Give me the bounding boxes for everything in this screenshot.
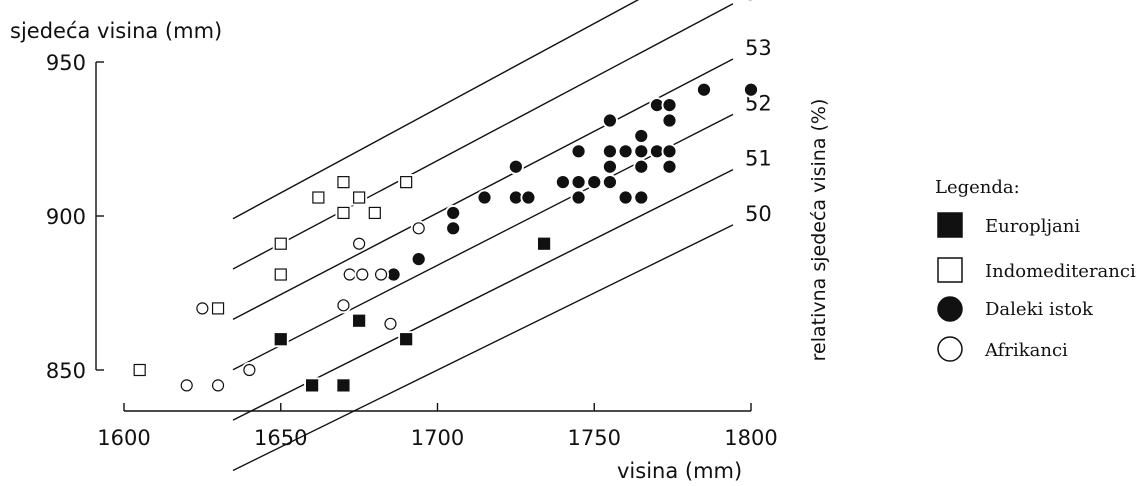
point-daleki-istok — [635, 145, 648, 158]
point-afrikanci — [353, 237, 366, 250]
y-tick-label: 950 — [46, 51, 86, 75]
point-afrikanci — [337, 299, 350, 312]
point-daleki-istok — [412, 253, 425, 266]
legend: Legenda: Europljani Indomediteranci Dale… — [935, 177, 1136, 362]
legend-swatch-afrikanci — [937, 336, 963, 362]
point-europljani — [353, 314, 366, 327]
point-daleki-istok — [744, 83, 758, 96]
point-daleki-istok — [588, 176, 601, 189]
point-daleki-istok — [663, 145, 676, 158]
legend-title: Legenda: — [935, 177, 1020, 198]
point-daleki-istok — [619, 191, 632, 204]
point-indomediteranci — [274, 237, 287, 250]
point-indomediteranci — [368, 206, 381, 220]
x-tick-label: 1600 — [97, 426, 150, 450]
point-daleki-istok — [650, 145, 664, 158]
legend-swatch-europljani — [937, 212, 963, 238]
point-afrikanci — [196, 302, 209, 315]
x-tick-label: 1750 — [568, 426, 621, 450]
point-daleki-istok — [603, 160, 617, 173]
legend-label-indomediteranci: Indomediteranci — [985, 261, 1136, 282]
point-indomediteranci — [353, 191, 366, 204]
y-tick-label: 900 — [46, 205, 86, 229]
iso-line-52 — [232, 113, 734, 371]
point-daleki-istok — [509, 160, 522, 173]
x-axis-title: visina (mm) — [617, 459, 742, 483]
legend-swatch-daleki-istok — [937, 296, 963, 322]
point-daleki-istok — [663, 99, 676, 112]
x-tick-label: 1800 — [724, 426, 777, 450]
point-indomediteranci — [400, 176, 413, 189]
point-daleki-istok — [556, 176, 570, 189]
point-europljani — [274, 333, 287, 346]
x-tick-label: 1700 — [411, 426, 464, 450]
point-afrikanci — [343, 268, 356, 281]
iso-line-label: 51 — [745, 147, 772, 171]
point-europljani — [400, 333, 413, 346]
iso-line-label: 54 — [745, 0, 772, 5]
point-afrikanci — [180, 379, 193, 392]
point-daleki-istok — [603, 176, 617, 189]
point-afrikanci — [412, 222, 425, 235]
point-afrikanci — [243, 363, 256, 377]
iso-line-54 — [232, 3, 734, 270]
data-markers — [131, 81, 759, 394]
iso-line-label: 53 — [745, 36, 772, 60]
point-daleki-istok — [509, 191, 522, 204]
y-tick-label: 850 — [46, 359, 86, 383]
point-indomediteranci — [274, 268, 287, 281]
point-daleki-istok — [663, 160, 676, 173]
point-daleki-istok — [697, 83, 711, 96]
point-daleki-istok — [663, 114, 676, 127]
point-europljani — [537, 237, 551, 250]
point-daleki-istok — [635, 160, 648, 173]
point-daleki-istok — [635, 129, 648, 143]
point-daleki-istok — [387, 268, 400, 281]
point-afrikanci — [356, 268, 369, 281]
secondary-axis-title: relativna sjedeća visina (%) — [808, 99, 830, 362]
point-afrikanci — [211, 379, 225, 392]
iso-line-55 — [232, 0, 640, 220]
point-daleki-istok — [572, 176, 585, 189]
point-daleki-istok — [650, 99, 664, 112]
point-indomediteranci — [337, 176, 350, 189]
legend-label-europljani: Europljani — [985, 216, 1080, 237]
point-daleki-istok — [478, 191, 491, 204]
iso-lines: 555453525150 — [232, 0, 772, 472]
point-indomediteranci — [133, 363, 146, 377]
point-europljani — [306, 379, 319, 392]
legend-label-afrikanci: Afrikanci — [984, 340, 1068, 361]
y-axis-title: sjedeća visina (mm) — [10, 19, 222, 43]
point-daleki-istok — [522, 191, 535, 204]
point-daleki-istok — [447, 222, 460, 235]
point-indomediteranci — [211, 302, 225, 315]
point-daleki-istok — [603, 114, 617, 127]
point-daleki-istok — [572, 191, 585, 204]
point-afrikanci — [384, 317, 397, 330]
legend-label-daleki-istok: Daleki istok — [985, 299, 1094, 320]
point-indomediteranci — [312, 191, 325, 204]
point-indomediteranci — [337, 206, 350, 220]
iso-line-label: 50 — [745, 202, 772, 226]
point-daleki-istok — [635, 191, 648, 204]
point-daleki-istok — [603, 145, 617, 158]
legend-swatch-indomediteranci — [937, 257, 963, 283]
point-daleki-istok — [572, 145, 585, 158]
point-europljani — [337, 379, 350, 392]
point-daleki-istok — [619, 145, 632, 158]
iso-line-50 — [232, 224, 734, 472]
point-afrikanci — [374, 268, 388, 281]
point-daleki-istok — [447, 206, 460, 220]
